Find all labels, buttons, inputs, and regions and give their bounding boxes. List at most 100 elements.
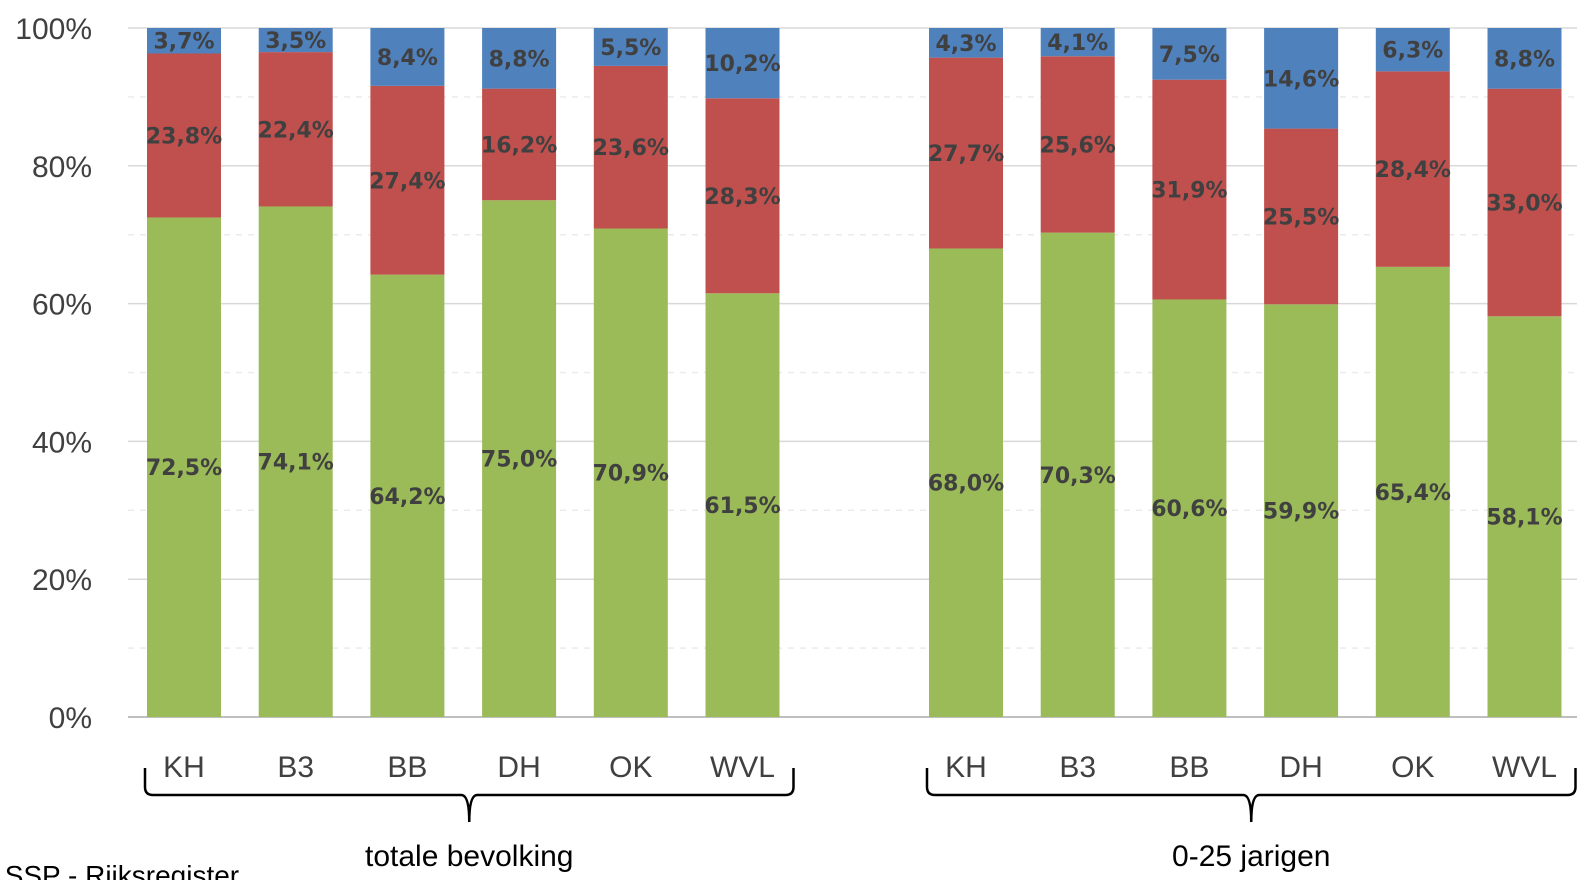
data-labels: 72,5% 23,8% 3,7% 74,1% 22,4% 3,5% 64,2% 27,4% 8,… — [146, 29, 1563, 531]
data-label: 23,6% — [593, 136, 669, 161]
source-note: Bron: SSP - Rijksregister — [0, 860, 239, 880]
y-tick-label: 20% — [32, 564, 92, 597]
data-label: 10,2% — [704, 52, 780, 77]
bar-segment — [1040, 56, 1115, 233]
data-label: 61,5% — [704, 494, 780, 519]
data-label: 74,1% — [258, 451, 334, 476]
bar-segment — [705, 28, 780, 99]
data-label: 58,1% — [1486, 506, 1562, 531]
data-label: 3,7% — [153, 30, 214, 55]
x-category-label: OK — [1391, 751, 1434, 784]
bar-segment — [1264, 28, 1339, 129]
data-label: 64,2% — [369, 485, 445, 510]
bar-segment — [482, 88, 557, 201]
x-category-label: KH — [945, 751, 987, 784]
x-category-label: OK — [609, 751, 652, 784]
bar-segment — [1487, 88, 1562, 317]
x-category-label: DH — [1279, 751, 1322, 784]
data-label: 27,4% — [369, 169, 445, 194]
bar-segment — [482, 28, 557, 89]
bar-segment — [1152, 299, 1227, 717]
data-label: 7,5% — [1159, 43, 1220, 68]
bar-segment — [1264, 128, 1339, 305]
bar-segment — [1487, 28, 1562, 89]
group-brace — [925, 768, 1577, 823]
data-label: 23,8% — [146, 124, 222, 149]
y-tick-label: 100% — [15, 13, 92, 46]
y-tick-label: 40% — [32, 426, 92, 459]
data-label: 8,8% — [1494, 47, 1555, 72]
bar-segment — [593, 228, 668, 717]
bar-segment — [258, 52, 333, 207]
data-label: 25,6% — [1040, 133, 1116, 158]
data-label: 5,5% — [600, 36, 661, 61]
data-label: 28,4% — [1375, 158, 1451, 183]
bar-segment — [482, 200, 557, 717]
bar-segment — [593, 65, 668, 229]
data-label: 4,3% — [935, 32, 996, 57]
group-label: 0-25 jarigen — [1172, 840, 1330, 873]
bar-segment — [705, 293, 780, 717]
y-tick-label: 80% — [32, 151, 92, 184]
x-category-label: BB — [1169, 751, 1209, 784]
bar-segment — [1375, 28, 1450, 72]
x-category-label: WVL — [1492, 751, 1557, 784]
bar-segment — [1040, 232, 1115, 717]
data-label: 4,1% — [1047, 31, 1108, 56]
bar-segment — [1152, 79, 1227, 300]
x-category-label: B3 — [1059, 751, 1096, 784]
bar-segment — [147, 28, 221, 54]
bar-segment — [258, 28, 333, 53]
x-category-label: B3 — [277, 751, 314, 784]
x-category-label: WVL — [710, 751, 775, 784]
data-label: 25,5% — [1263, 205, 1339, 230]
bar-segment — [1375, 71, 1450, 267]
bar-segment — [929, 57, 1003, 249]
data-label: 70,9% — [593, 462, 669, 487]
bar-segment — [147, 217, 221, 717]
bar-segment — [258, 206, 333, 718]
bars — [147, 28, 1562, 718]
data-label: 68,0% — [928, 472, 1004, 497]
x-axis: KH B3 BB DH OK WVL totale bevolking KH B3 BB DH OK W… — [143, 751, 1577, 873]
group-label: totale bevolking — [365, 840, 573, 873]
y-tick-label: 60% — [32, 289, 92, 322]
x-category-label: DH — [497, 751, 540, 784]
data-label: 72,5% — [146, 456, 222, 481]
data-label: 16,2% — [481, 133, 557, 158]
data-label: 75,0% — [481, 448, 557, 473]
data-label: 60,6% — [1151, 497, 1227, 522]
data-label: 70,3% — [1040, 464, 1116, 489]
data-label: 6,3% — [1382, 39, 1443, 64]
y-tick-label: 0% — [49, 702, 92, 735]
data-label: 22,4% — [258, 118, 334, 143]
bar-segment — [147, 53, 221, 218]
bar-segment — [1487, 316, 1562, 717]
bar-segment — [1375, 266, 1450, 717]
data-label: 3,5% — [265, 29, 326, 54]
bar-segment — [1040, 28, 1115, 57]
data-label: 65,4% — [1375, 481, 1451, 506]
group-brace — [143, 768, 795, 823]
data-label: 28,3% — [704, 185, 780, 210]
data-label: 33,0% — [1486, 191, 1562, 216]
data-label: 8,4% — [377, 46, 438, 71]
bar-segment — [929, 248, 1003, 718]
bar-segment — [1264, 304, 1339, 717]
bar-segment — [1152, 28, 1227, 80]
x-category-label: BB — [387, 751, 427, 784]
bar-segment — [370, 274, 445, 717]
bar-segment — [705, 98, 780, 294]
y-axis: 0% 20% 40% 60% 80% 100% — [15, 13, 92, 735]
data-label: 59,9% — [1263, 500, 1339, 525]
data-label: 8,8% — [489, 47, 550, 72]
data-label: 31,9% — [1151, 179, 1227, 204]
x-category-label: KH — [163, 751, 205, 784]
bar-segment — [593, 28, 668, 66]
bar-segment — [929, 28, 1003, 58]
data-label: 14,6% — [1263, 67, 1339, 92]
bar-segment — [370, 85, 445, 275]
gridlines — [128, 27, 1577, 718]
bar-segment — [370, 28, 445, 86]
